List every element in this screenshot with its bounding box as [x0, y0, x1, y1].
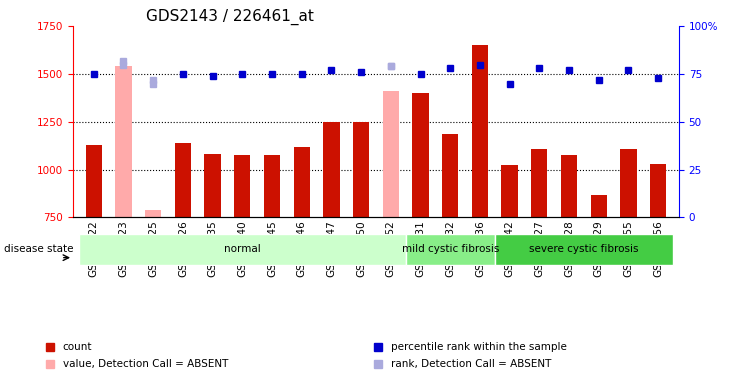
FancyBboxPatch shape [495, 234, 673, 265]
Bar [502, 165, 518, 218]
Bar [234, 155, 250, 218]
Bar [293, 147, 310, 218]
FancyBboxPatch shape [406, 234, 495, 265]
Bar [353, 122, 369, 218]
Bar [591, 195, 607, 217]
Bar [531, 148, 548, 217]
Bar [145, 210, 161, 218]
Bar [442, 134, 458, 218]
Bar [383, 91, 399, 218]
Text: GDS2143 / 226461_at: GDS2143 / 226461_at [146, 9, 314, 25]
Text: percentile rank within the sample: percentile rank within the sample [391, 342, 567, 352]
Text: normal: normal [224, 244, 261, 254]
Text: value, Detection Call = ABSENT: value, Detection Call = ABSENT [63, 359, 228, 369]
Bar [204, 154, 220, 218]
Text: mild cystic fibrosis: mild cystic fibrosis [402, 244, 499, 254]
Bar [323, 122, 339, 218]
Bar [472, 45, 488, 218]
Bar [412, 93, 429, 218]
Bar [620, 148, 637, 217]
Bar [85, 145, 102, 218]
Bar [561, 155, 577, 218]
FancyBboxPatch shape [79, 234, 406, 265]
Text: severe cystic fibrosis: severe cystic fibrosis [529, 244, 639, 254]
Bar [264, 155, 280, 218]
Text: disease state: disease state [4, 244, 73, 254]
Text: count: count [63, 342, 92, 352]
Text: rank, Detection Call = ABSENT: rank, Detection Call = ABSENT [391, 359, 552, 369]
Bar [650, 164, 666, 218]
Bar [115, 66, 131, 218]
Bar [174, 143, 191, 218]
